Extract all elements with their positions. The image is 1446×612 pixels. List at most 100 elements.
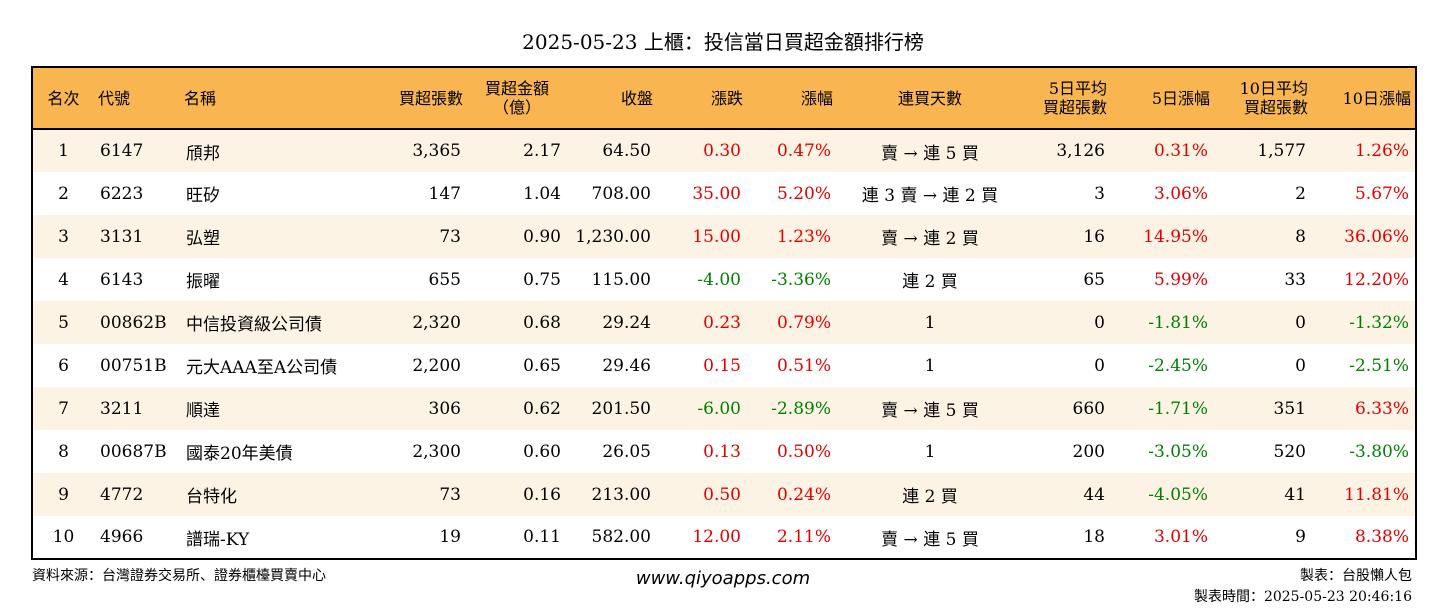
header-streak: 連買天數 (837, 67, 1023, 130)
table-row: 10 4966 譜瑞-KY 19 0.11 582.00 12.00 2.11% 賣 → 連 5… (32, 516, 1416, 559)
cell-net-buy-lots: 306 (428, 398, 461, 419)
cell-code: 00862B (100, 312, 167, 333)
cell-chg10: 5.67% (1354, 183, 1409, 204)
cell-close: 115.00 (591, 269, 651, 290)
cell-name: 弘塑 (186, 229, 220, 249)
cell-avg5: 3,126 (1056, 141, 1105, 161)
cell-streak: 連 3 賣 → 連 2 買 (861, 186, 999, 206)
cell-rank: 1 (58, 141, 69, 161)
cell-name: 中信投資級公司債 (186, 315, 322, 335)
cell-chg10: -2.51% (1349, 355, 1409, 376)
cell-streak: 賣 → 連 5 買 (881, 143, 979, 164)
table-row: 8 00687B 國泰20年美債 2,300 0.60 26.05 0.13 0.50% 1 20… (32, 430, 1416, 473)
cell-change: 0.13 (703, 441, 741, 462)
cell-avg10: 33 (1284, 269, 1306, 290)
cell-code: 4966 (100, 527, 144, 547)
cell-avg10: 41 (1284, 484, 1306, 505)
cell-change: -4.00 (697, 269, 741, 290)
header-net-buy-amount-line2: （億） (492, 98, 541, 117)
cell-change: 0.30 (703, 141, 741, 161)
header-avg5: 5日平均 買超張數 (1023, 67, 1111, 130)
cell-avg5: 44 (1083, 484, 1105, 505)
header-avg5-line1: 5日平均 (1048, 79, 1107, 98)
cell-net-buy-lots: 2,320 (412, 312, 461, 333)
cell-rank: 6 (58, 355, 69, 376)
cell-rank: 4 (58, 269, 69, 290)
header-change: 漲跌 (657, 67, 747, 130)
header-name: 名稱 (180, 67, 375, 130)
cell-streak: 1 (924, 312, 936, 333)
cell-close: 213.00 (591, 484, 651, 505)
cell-rank: 8 (58, 441, 69, 462)
table-row: 2 6223 旺矽 147 1.04 708.00 35.00 5.20% 連 3 賣 → 連 … (32, 172, 1416, 215)
cell-avg10: 351 (1273, 398, 1306, 419)
cell-chg5: 3.01% (1153, 527, 1208, 547)
header-close: 收盤 (567, 67, 657, 130)
cell-name: 順達 (186, 401, 220, 421)
header-net-buy-lots: 買超張數 (375, 67, 467, 130)
footer-credits: 製表：台股懶人包 製表時間：2025-05-23 20:46:16 (1194, 566, 1412, 608)
cell-change-pct: 1.23% (776, 226, 831, 247)
cell-avg5: 65 (1083, 269, 1105, 290)
cell-net-buy-amount: 0.75 (523, 269, 561, 290)
cell-name: 台特化 (186, 487, 237, 507)
cell-code: 6223 (100, 183, 144, 204)
cell-change-pct: 0.50% (776, 441, 831, 462)
cell-change-pct: -2.89% (771, 398, 831, 419)
cell-net-buy-amount: 0.11 (523, 527, 561, 547)
cell-chg10: 12.20% (1344, 269, 1409, 290)
cell-rank: 7 (58, 398, 69, 419)
cell-chg10: 1.26% (1354, 141, 1409, 161)
cell-avg5: 18 (1083, 527, 1105, 547)
cell-name: 國泰20年美債 (186, 444, 293, 464)
cell-net-buy-amount: 0.68 (523, 312, 561, 333)
cell-rank: 9 (58, 484, 69, 505)
cell-name: 振曜 (186, 272, 220, 292)
table-row: 6 00751B 元大AAA至A公司債 2,200 0.65 29.46 0.15 0.51%… (32, 344, 1416, 387)
header-change-pct: 漲幅 (747, 67, 837, 130)
cell-avg10: 0 (1295, 312, 1306, 333)
cell-code: 00751B (100, 355, 167, 376)
cell-avg5: 200 (1072, 441, 1105, 462)
cell-change-pct: 0.51% (776, 355, 831, 376)
cell-net-buy-lots: 3,365 (412, 141, 461, 161)
cell-avg10: 0 (1295, 355, 1306, 376)
cell-change-pct: 2.11% (776, 527, 831, 547)
cell-code: 3131 (100, 226, 144, 247)
cell-chg5: 5.99% (1153, 269, 1208, 290)
header-rank: 名次 (32, 67, 94, 130)
header-avg10-line1: 10日平均 (1239, 79, 1308, 98)
cell-avg5: 660 (1072, 398, 1105, 419)
cell-avg10: 9 (1295, 527, 1306, 547)
cell-close: 29.46 (602, 355, 651, 376)
table-row: 1 6147 頎邦 3,365 2.17 64.50 0.30 0.47% 賣 → 連 5 買 3… (32, 129, 1416, 172)
header-code: 代號 (94, 67, 180, 130)
cell-code: 00687B (100, 441, 167, 462)
cell-change-pct: 5.20% (776, 183, 831, 204)
cell-net-buy-amount: 0.65 (523, 355, 561, 376)
cell-close: 582.00 (591, 527, 651, 547)
cell-change: 15.00 (692, 226, 741, 247)
cell-rank: 10 (52, 527, 75, 547)
website-link[interactable]: www.qiyoapps.com (635, 568, 811, 589)
cell-close: 201.50 (591, 398, 651, 419)
header-chg10: 10日漲幅 (1312, 67, 1416, 130)
cell-net-buy-lots: 73 (439, 484, 461, 505)
cell-chg5: -2.45% (1148, 355, 1208, 376)
cell-close: 29.24 (602, 312, 651, 333)
cell-avg5: 16 (1083, 226, 1105, 247)
cell-avg5: 0 (1094, 312, 1105, 333)
header-avg10-line2: 買超張數 (1243, 98, 1308, 117)
cell-net-buy-lots: 73 (439, 226, 461, 247)
cell-chg10: -1.32% (1349, 312, 1409, 333)
cell-chg10: -3.80% (1349, 441, 1409, 462)
cell-net-buy-amount: 0.60 (523, 441, 561, 462)
cell-chg5: -1.81% (1148, 312, 1208, 333)
cell-change-pct: 0.47% (776, 141, 831, 161)
cell-net-buy-lots: 2,200 (412, 355, 461, 376)
cell-streak: 賣 → 連 2 買 (881, 229, 979, 249)
cell-close: 64.50 (602, 141, 651, 161)
cell-chg5: 0.31% (1153, 141, 1208, 161)
cell-net-buy-lots: 19 (439, 527, 461, 547)
